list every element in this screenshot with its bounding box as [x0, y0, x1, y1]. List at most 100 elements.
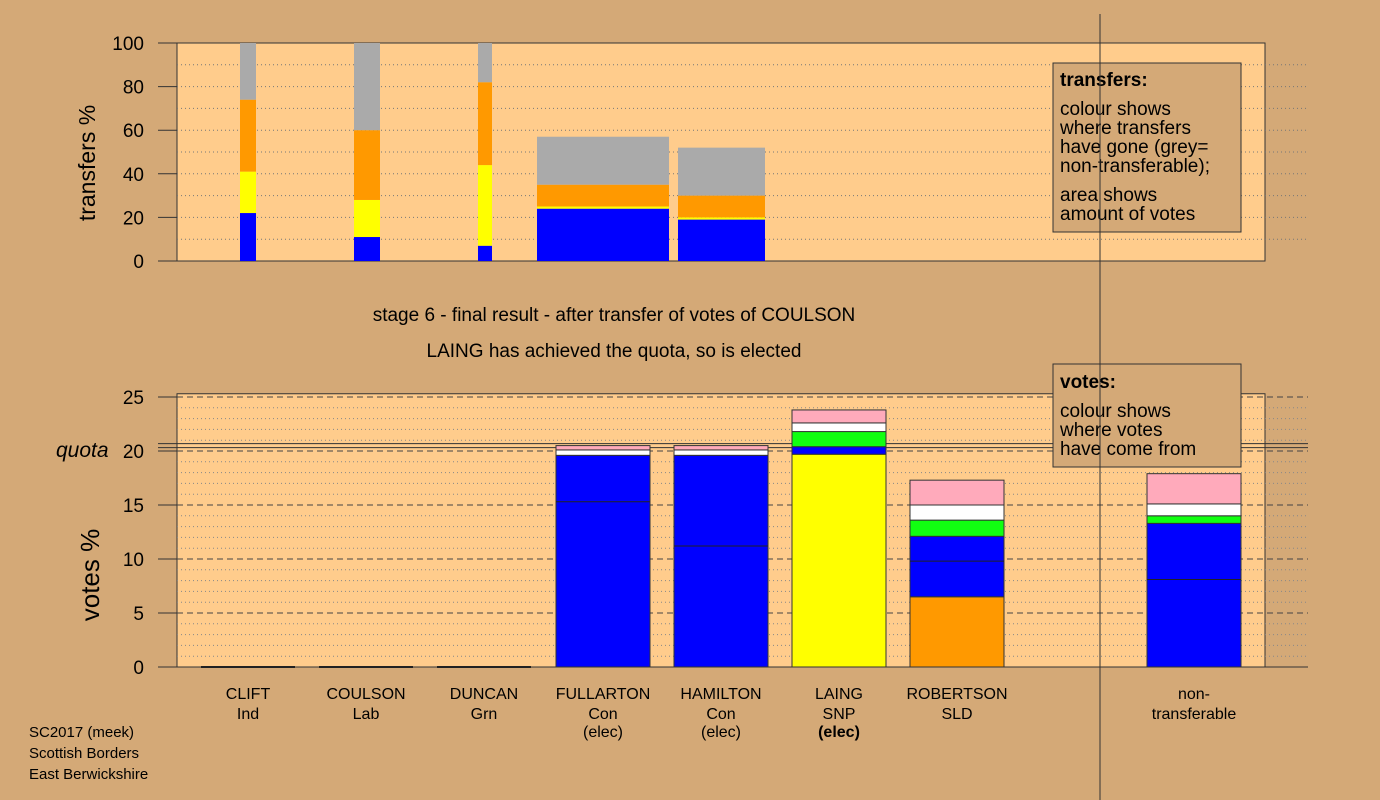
vote-segment-white	[673, 449, 769, 456]
candidate-status: (elec)	[583, 724, 623, 741]
vote-segment-white	[1146, 503, 1242, 517]
transfer-bar	[240, 43, 256, 261]
transfer-segment-blue	[478, 245, 492, 261]
vote-segment-green	[909, 519, 1005, 537]
y-tick-label: 20	[123, 208, 144, 229]
votes-legend: votes: colour shows where votes have com…	[1052, 363, 1242, 468]
candidate-name: ROBERTSON	[906, 686, 1007, 703]
transfer-segment-orange	[354, 130, 380, 200]
y-axis-label: transfers %	[74, 105, 100, 221]
legend-line: colour shows	[1060, 99, 1171, 120]
transfer-segment-orange	[678, 195, 765, 218]
legend-line: where transfers	[1059, 118, 1191, 139]
legend-line: area shows	[1060, 185, 1157, 206]
vote-segment-blue	[555, 454, 651, 668]
y-axis-label: votes %	[75, 529, 105, 622]
candidate-bar	[791, 409, 887, 668]
transfers-legend: transfers: colour shows where transfers …	[1052, 62, 1242, 233]
transfer-segment-yellow	[354, 199, 380, 238]
vote-segment-pink	[1146, 473, 1242, 505]
candidate-name: DUNCAN	[450, 686, 518, 703]
transfer-segment-grey	[240, 43, 256, 100]
y-tick-label: 10	[123, 550, 144, 571]
transfer-segment-yellow	[678, 217, 765, 220]
y-tick-label: 20	[123, 442, 144, 463]
candidate-party: Ind	[237, 706, 259, 723]
transfers-legend-title: transfers:	[1060, 70, 1148, 91]
candidate-party: SLD	[941, 706, 972, 723]
candidate-party: Con	[588, 706, 617, 723]
y-tick-label: 100	[112, 34, 144, 55]
transfer-bar	[678, 147, 765, 261]
vote-segment-blue	[791, 446, 887, 455]
footer-line: SC2017 (meek)	[29, 724, 134, 741]
legend-line: have come from	[1060, 439, 1196, 460]
candidate-name: FULLARTON	[556, 686, 651, 703]
transfer-segment-yellow	[537, 206, 669, 209]
transfer-bar	[537, 136, 669, 261]
candidate-party: Lab	[353, 706, 380, 723]
y-tick-label: 60	[123, 121, 144, 142]
vote-segment-blue	[1146, 522, 1242, 668]
transfer-segment-orange	[478, 82, 492, 166]
quota-label: quota	[56, 439, 109, 462]
y-tick-label: 25	[123, 388, 144, 409]
candidate-name: CLIFT	[226, 686, 271, 703]
transfer-segment-blue	[240, 213, 256, 261]
candidate-bar	[1146, 473, 1242, 668]
candidate-party: Grn	[471, 706, 498, 723]
legend-line: have gone (grey=	[1060, 137, 1208, 158]
footer-line: East Berwickshire	[29, 766, 148, 783]
candidate-bar	[673, 445, 769, 668]
candidate-name: HAMILTON	[680, 686, 761, 703]
candidate-party: transferable	[1152, 706, 1237, 723]
vote-segment-white	[791, 422, 887, 433]
candidate-name: non-	[1178, 686, 1210, 703]
transfer-segment-orange	[240, 99, 256, 172]
y-tick-label: 0	[133, 658, 144, 679]
vote-segment-green	[791, 431, 887, 448]
transfer-segment-blue	[354, 237, 380, 261]
y-tick-label: 0	[133, 252, 144, 273]
transfer-segment-yellow	[478, 165, 492, 246]
vote-segment-pink	[673, 445, 769, 451]
transfer-segment-blue	[537, 208, 669, 261]
y-tick-label: 80	[123, 78, 144, 99]
legend-line: where votes	[1059, 420, 1162, 441]
y-tick-label: 40	[123, 165, 144, 186]
votes-legend-title: votes:	[1060, 372, 1116, 393]
transfer-segment-blue	[678, 219, 765, 261]
y-tick-label: 5	[133, 604, 144, 625]
candidate-party: SNP	[823, 706, 856, 723]
votes-chart: 0 5 10 15 20 25 votes % quota CLIFT Ind COULSON Lab…	[56, 388, 1308, 741]
candidate-bar	[909, 479, 1005, 668]
vote-segment-pink	[909, 479, 1005, 506]
elected-subtitle: LAING has achieved the quota, so is elec…	[427, 341, 802, 362]
transfer-bar	[478, 43, 492, 261]
legend-line: colour shows	[1060, 401, 1171, 422]
vote-segment-green	[1146, 515, 1242, 524]
candidate-bar	[555, 445, 651, 668]
y-tick-label: 15	[123, 496, 144, 517]
vote-segment-white	[909, 504, 1005, 521]
vote-segment-yellow	[791, 453, 887, 668]
candidate-party: Con	[706, 706, 735, 723]
transfer-segment-orange	[537, 184, 669, 207]
transfer-segment-grey	[537, 136, 669, 185]
transfer-segment-grey	[678, 147, 765, 196]
vote-segment-pink	[555, 445, 651, 451]
vote-segment-blue	[909, 535, 1005, 598]
footer-line: Scottish Borders	[29, 745, 139, 762]
vote-segment-orange	[909, 596, 1005, 668]
legend-line: non-transferable);	[1060, 156, 1210, 177]
candidate-name: LAING	[815, 686, 863, 703]
transfer-segment-yellow	[240, 171, 256, 214]
legend-line: amount of votes	[1060, 204, 1195, 225]
vote-segment-white	[555, 449, 651, 456]
candidate-status: (elec)	[701, 724, 741, 741]
stage-title: stage 6 - final result - after transfer …	[373, 305, 856, 326]
candidate-status: (elec)	[818, 724, 860, 741]
transfer-segment-grey	[478, 43, 492, 83]
footer-caption: SC2017 (meek) Scottish Borders East Berw…	[29, 724, 148, 783]
